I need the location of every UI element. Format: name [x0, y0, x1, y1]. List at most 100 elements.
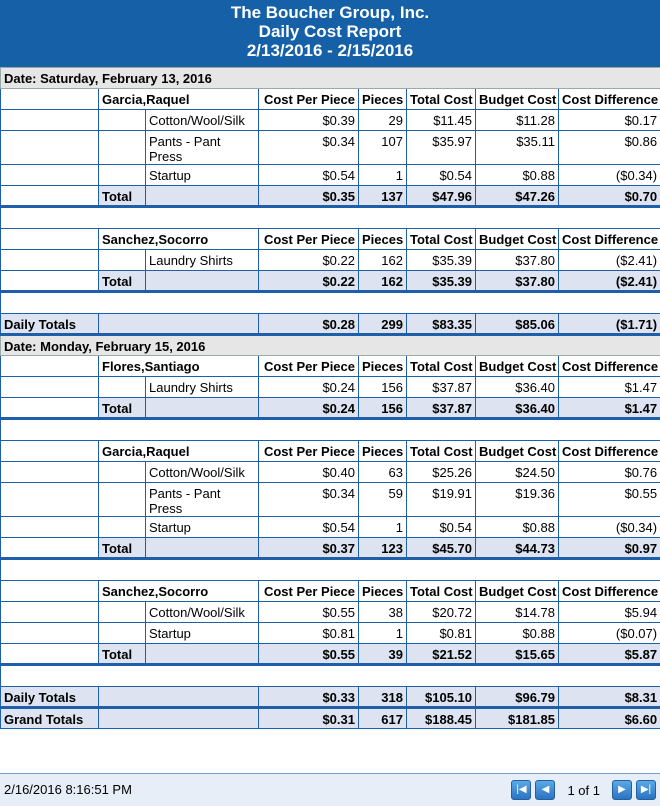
- cost-per-piece-cell: $0.24: [258, 376, 359, 398]
- cost-difference-cell: $0.86: [557, 130, 660, 165]
- indent-cell: [0, 580, 99, 602]
- report-date-range: 2/13/2016 - 2/15/2016: [246, 41, 414, 60]
- cost-per-piece-cell: $0.54: [258, 516, 359, 538]
- indent-cell: [98, 516, 146, 538]
- previous-page-icon[interactable]: ◀: [535, 780, 556, 800]
- cost-difference-cell: $0.55: [557, 482, 660, 517]
- spacer-row: [0, 418, 660, 441]
- operation-row: Cotton/Wool/Silk $0.39 29 $11.45 $11.28 $0.17: [0, 109, 660, 131]
- total-cost-difference-cell: $0.70: [557, 185, 660, 208]
- cost-per-piece-cell: $0.81: [258, 622, 359, 644]
- operation-name: Laundry Shirts: [145, 376, 259, 398]
- budget-cost-cell: $36.40: [475, 376, 559, 398]
- budget-cost-cell: $35.11: [475, 130, 559, 165]
- total-cost-per-piece-cell: $0.35: [258, 185, 359, 208]
- cost-per-piece-cell: $0.40: [258, 461, 359, 483]
- total-pieces-cell: 162: [358, 270, 407, 293]
- total-label: Total: [98, 270, 146, 293]
- total-cost-cell: $37.87: [406, 376, 476, 398]
- indent-cell: [98, 461, 146, 483]
- operation-row: Startup $0.54 1 $0.54 $0.88 ($0.34): [0, 516, 660, 538]
- cost-report-table: Date: Saturday, February 13, 2016 Garcia,…: [0, 67, 660, 729]
- budget-cost-cell: $11.28: [475, 109, 559, 131]
- total-cost-header: Total Cost: [406, 580, 476, 602]
- daily-budget-cost-cell: $85.06: [475, 313, 559, 336]
- daily-totals-row: Daily Totals $0.33 318 $105.10 $96.79 $8.31: [0, 686, 660, 709]
- operation-name: Pants - Pant Press: [145, 482, 259, 517]
- employee-total-row: Total $0.22 162 $35.39 $37.80 ($2.41): [0, 270, 660, 293]
- daily-totals-label: Daily Totals: [0, 313, 99, 336]
- cost-difference-header: Cost Difference: [557, 580, 660, 602]
- total-cost-header: Total Cost: [406, 355, 476, 377]
- daily-totals-row: Daily Totals $0.28 299 $83.35 $85.06 ($1.71): [0, 313, 660, 336]
- first-page-icon[interactable]: |◀: [511, 780, 532, 800]
- indent-cell: [98, 482, 146, 517]
- budget-cost-header: Budget Cost: [475, 228, 559, 250]
- pager: |◀ ◀ 1 of 1 ▶ ▶|: [511, 780, 656, 800]
- cost-per-piece-header: Cost Per Piece: [258, 580, 359, 602]
- cost-per-piece-header: Cost Per Piece: [258, 88, 359, 110]
- date-label: Date: Saturday, February 13, 2016: [0, 67, 660, 89]
- indent-cell: [0, 601, 99, 623]
- grand-budget-cost-cell: $181.85: [475, 707, 559, 729]
- cost-per-piece-cell: $0.39: [258, 109, 359, 131]
- next-page-icon[interactable]: ▶: [612, 780, 632, 800]
- total-cost-cell: $0.81: [406, 622, 476, 644]
- total-budget-cost-cell: $36.40: [475, 397, 559, 420]
- employee-header-row: Garcia,Raquel Cost Per Piece Pieces Total C…: [0, 88, 660, 110]
- budget-cost-cell: $19.36: [475, 482, 559, 517]
- operation-row: Startup $0.54 1 $0.54 $0.88 ($0.34): [0, 164, 660, 186]
- cost-difference-cell: $5.94: [557, 601, 660, 623]
- employee-header-row: Sanchez,Socorro Cost Per Piece Pieces Total…: [0, 580, 660, 602]
- cost-difference-cell: ($0.34): [557, 164, 660, 186]
- last-page-icon[interactable]: ▶|: [636, 780, 656, 800]
- indent-cell: [0, 482, 99, 517]
- employee-name: Garcia,Raquel: [98, 440, 259, 462]
- date-label: Date: Monday, February 15, 2016: [0, 334, 660, 356]
- indent-cell: [98, 164, 146, 186]
- daily-total-cost-cell: $83.35: [406, 313, 476, 336]
- total-cost-cell: $35.97: [406, 130, 476, 165]
- indent-cell: [0, 130, 99, 165]
- indent-cell: [0, 461, 99, 483]
- blank-cell: [145, 185, 259, 208]
- indent-cell: [98, 601, 146, 623]
- total-pieces-cell: 156: [358, 397, 407, 420]
- cost-difference-cell: ($0.34): [557, 516, 660, 538]
- total-cost-cell: $11.45: [406, 109, 476, 131]
- employee-name: Sanchez,Socorro: [98, 228, 259, 250]
- cost-per-piece-header: Cost Per Piece: [258, 440, 359, 462]
- total-cost-per-piece-cell: $0.22: [258, 270, 359, 293]
- cost-per-piece-cell: $0.54: [258, 164, 359, 186]
- cost-per-piece-cell: $0.34: [258, 130, 359, 165]
- daily-pieces-cell: 318: [358, 686, 407, 709]
- pieces-cell: 1: [358, 622, 407, 644]
- operation-row: Laundry Shirts $0.24 156 $37.87 $36.40 $1.47: [0, 376, 660, 398]
- spacer-cell: [0, 206, 660, 229]
- cost-difference-cell: ($0.07): [557, 622, 660, 644]
- report-header: The Boucher Group, Inc. Daily Cost Repor…: [0, 0, 660, 67]
- total-budget-cost-cell: $44.73: [475, 537, 559, 560]
- operation-row: Pants - Pant Press $0.34 107 $35.97 $35.11 $0…: [0, 130, 660, 165]
- operation-name: Cotton/Wool/Silk: [145, 461, 259, 483]
- indent-cell: [0, 249, 99, 271]
- operation-name: Startup: [145, 516, 259, 538]
- cost-difference-cell: $1.47: [557, 376, 660, 398]
- pieces-header: Pieces: [358, 88, 407, 110]
- daily-total-cost-cell: $105.10: [406, 686, 476, 709]
- budget-cost-cell: $14.78: [475, 601, 559, 623]
- employee-total-row: Total $0.55 39 $21.52 $15.65 $5.87: [0, 643, 660, 666]
- blank-cell: [145, 397, 259, 420]
- total-label: Total: [98, 185, 146, 208]
- blank-cell: [98, 313, 259, 336]
- total-pieces-cell: 123: [358, 537, 407, 560]
- operation-row: Cotton/Wool/Silk $0.40 63 $25.26 $24.50 $0.76: [0, 461, 660, 483]
- daily-cost-per-piece-cell: $0.28: [258, 313, 359, 336]
- spacer-cell: [0, 291, 660, 314]
- budget-cost-cell: $37.80: [475, 249, 559, 271]
- spacer-cell: [0, 418, 660, 441]
- pieces-cell: 162: [358, 249, 407, 271]
- indent-cell: [0, 622, 99, 644]
- total-total-cost-cell: $37.87: [406, 397, 476, 420]
- employee-total-row: Total $0.37 123 $45.70 $44.73 $0.97: [0, 537, 660, 560]
